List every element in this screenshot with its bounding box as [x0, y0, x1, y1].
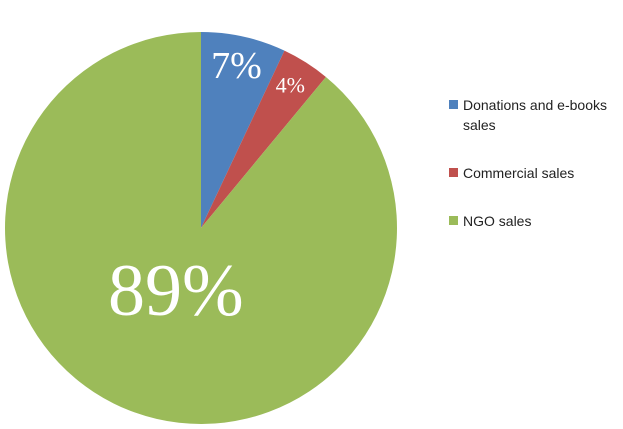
- legend-label: Donations and e-books sales: [463, 97, 607, 133]
- legend-label: NGO sales: [463, 213, 532, 229]
- legend-swatch: [449, 216, 458, 225]
- data-label: 89%: [108, 250, 244, 332]
- legend-swatch: [449, 168, 458, 177]
- pie-slice: [201, 50, 326, 228]
- legend-swatch: [449, 100, 458, 109]
- pie-slice: [4, 32, 397, 425]
- legend-item: Donations and e-books sales: [449, 95, 621, 135]
- legend: Donations and e-books sales Commercial sa…: [449, 95, 621, 231]
- data-label: 4%: [276, 72, 305, 97]
- pie-slice: [201, 32, 285, 228]
- legend-item: Commercial sales: [449, 163, 621, 183]
- legend-item: NGO sales: [449, 211, 621, 231]
- legend-label: Commercial sales: [463, 165, 575, 181]
- data-label: 7%: [211, 45, 262, 87]
